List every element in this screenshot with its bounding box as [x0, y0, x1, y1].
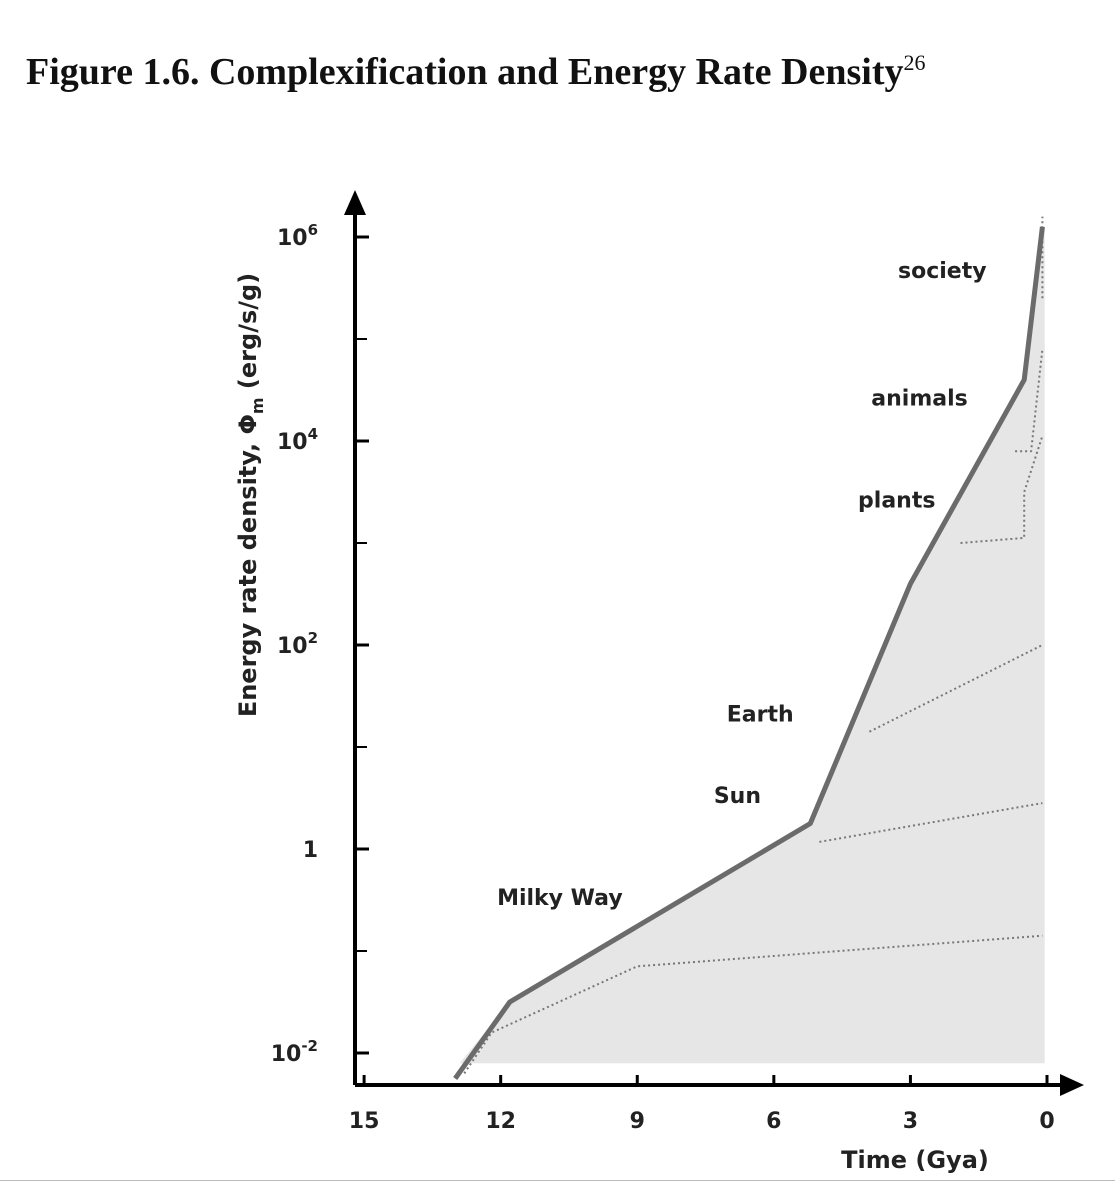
- y-axis-title: Energy rate density, Φm (erg/s/g): [234, 273, 267, 717]
- y-axis-arrowhead: [344, 190, 366, 215]
- bottom-divider: [0, 1180, 1115, 1181]
- dotted-series-line-plants: [960, 435, 1044, 544]
- annotation-earth: Earth: [727, 703, 794, 728]
- figure-footnote-ref: 26: [903, 50, 926, 75]
- x-tick-label: 12: [485, 1109, 516, 1134]
- annotation-sun: Sun: [714, 784, 761, 809]
- dotted-series-line-animals: [1015, 349, 1044, 453]
- energy-region-shading: [459, 226, 1045, 1064]
- annotation-society: society: [898, 259, 987, 284]
- annotation-milky-way: Milky Way: [497, 886, 623, 911]
- annotation-plants: plants: [858, 488, 935, 513]
- figure-title: Figure 1.6. Complexification and Energy …: [26, 50, 925, 94]
- x-tick-label: 9: [630, 1109, 645, 1134]
- x-axis-arrowhead: [1060, 1074, 1084, 1096]
- y-tick-label: 102: [277, 629, 318, 659]
- main-series-line-maximum-energy-rate-density: [453, 226, 1045, 1080]
- y-tick-label: 10-2: [271, 1037, 318, 1067]
- x-axis-title: Time (Gya): [841, 1146, 989, 1174]
- x-tick-label: 3: [903, 1109, 918, 1134]
- x-tick-label: 15: [349, 1109, 380, 1134]
- x-tick-label: 6: [766, 1109, 781, 1134]
- dotted-series-line-planets: [868, 644, 1043, 733]
- annotation-animals: animals: [871, 386, 967, 411]
- y-tick-label: 1: [303, 838, 318, 863]
- figure-title-text: Figure 1.6. Complexification and Energy …: [26, 51, 904, 93]
- y-tick-label: 104: [277, 425, 318, 455]
- y-tick-label: 106: [277, 221, 318, 251]
- x-tick-label: 0: [1039, 1109, 1054, 1134]
